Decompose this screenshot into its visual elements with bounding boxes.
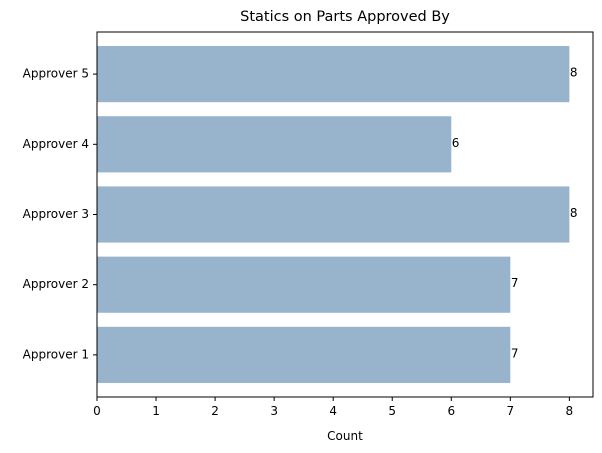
data-label-approver-5: 8	[570, 66, 578, 80]
bar-approver-3	[97, 186, 570, 243]
x-tick-label: 2	[211, 404, 219, 418]
data-label-approver-1: 7	[511, 346, 519, 360]
x-axis-label: Count	[327, 429, 363, 443]
x-tick-label: 8	[566, 404, 574, 418]
data-label-approver-4: 6	[452, 136, 460, 150]
y-tick-label: Approver 3	[23, 207, 89, 221]
data-label-approver-3: 8	[570, 206, 578, 220]
bar-approver-5	[97, 46, 570, 103]
y-tick-label: Approver 5	[23, 67, 89, 81]
bar-approver-2	[97, 256, 511, 313]
x-tick-label: 1	[152, 404, 160, 418]
bar-approver-1	[97, 326, 511, 383]
bars-group: 7 7 8 6 8	[97, 46, 578, 383]
y-tick-label: Approver 2	[23, 277, 89, 291]
x-tick-label: 5	[388, 404, 396, 418]
x-tick-label: 6	[447, 404, 455, 418]
axes-group: 0 1 2 3 4 5 6 7 8 Approver 1 Approver 2 Approver 3 A…	[23, 31, 594, 418]
bar-approver-4	[97, 116, 452, 173]
x-tick-label: 0	[93, 404, 101, 418]
x-tick-label: 7	[507, 404, 515, 418]
y-tick-label: Approver 1	[23, 347, 89, 361]
chart-title: Statics on Parts Approved By	[240, 9, 450, 25]
y-tick-label: Approver 4	[23, 137, 89, 151]
data-label-approver-2: 7	[511, 276, 519, 290]
x-tick-label: 3	[270, 404, 278, 418]
x-tick-label: 4	[329, 404, 337, 418]
